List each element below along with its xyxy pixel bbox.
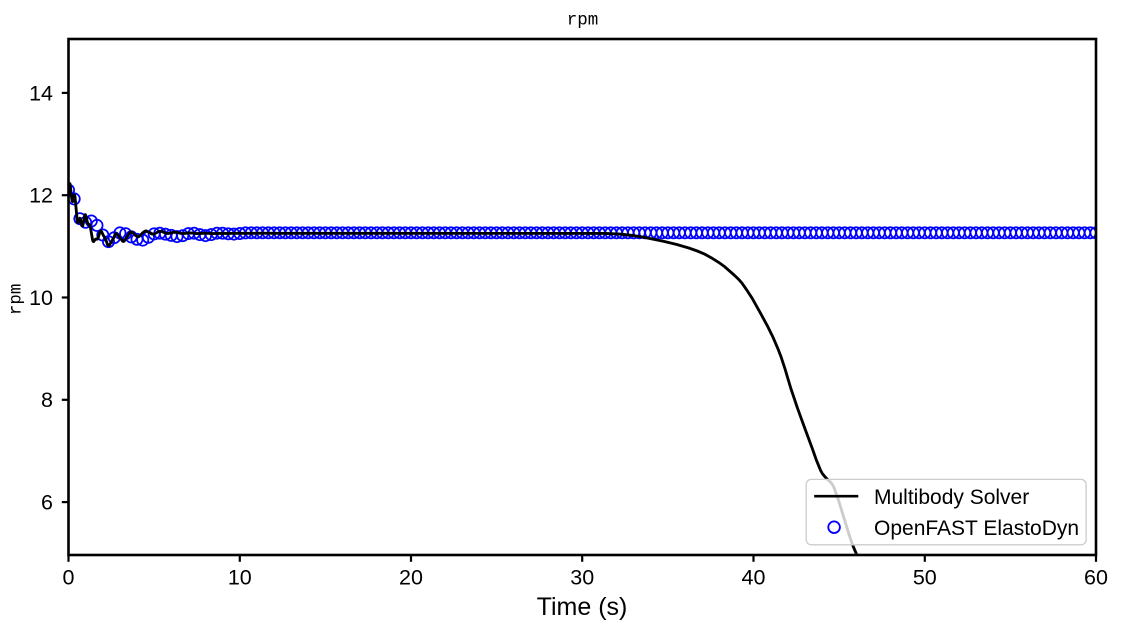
svg-text:30: 30 <box>570 566 594 590</box>
svg-text:8: 8 <box>41 388 53 412</box>
svg-text:20: 20 <box>399 566 423 590</box>
svg-text:12: 12 <box>29 184 53 208</box>
svg-text:rpm: rpm <box>7 284 27 316</box>
svg-text:60: 60 <box>1084 566 1108 590</box>
svg-text:Multibody Solver: Multibody Solver <box>874 486 1029 509</box>
svg-text:40: 40 <box>742 566 766 590</box>
svg-text:14: 14 <box>29 81 53 105</box>
svg-text:Time (s): Time (s) <box>537 593 628 621</box>
svg-text:50: 50 <box>913 566 937 590</box>
svg-text:OpenFAST ElastoDyn: OpenFAST ElastoDyn <box>874 517 1079 540</box>
svg-text:rpm: rpm <box>567 11 599 31</box>
svg-text:6: 6 <box>41 491 53 515</box>
svg-text:10: 10 <box>29 286 53 310</box>
svg-text:10: 10 <box>228 566 252 590</box>
svg-text:0: 0 <box>63 566 75 590</box>
